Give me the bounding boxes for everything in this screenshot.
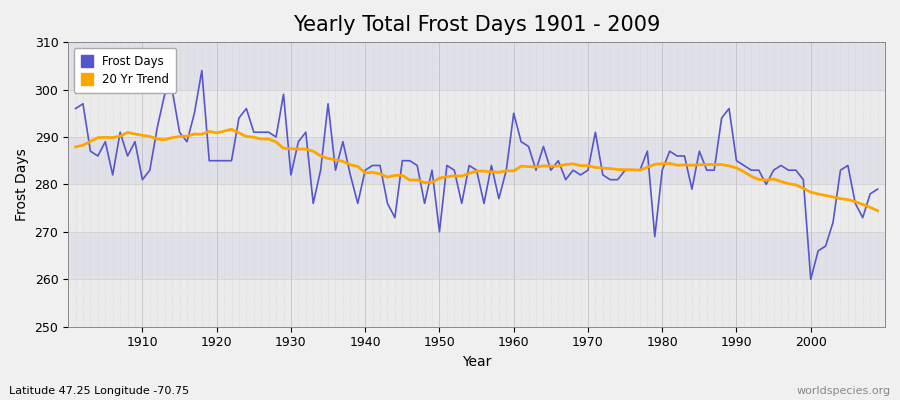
20 Yr Trend — [345, 162, 356, 167]
20 Yr Trend — [605, 166, 616, 171]
Bar — [68, 137, 885, 184]
Line: 20 Yr Trend: 20 Yr Trend — [76, 129, 878, 211]
Frost Days — [130, 139, 140, 144]
Title: Yearly Total Frost Days 1901 - 2009: Yearly Total Frost Days 1901 - 2009 — [292, 15, 661, 35]
Legend: Frost Days, 20 Yr Trend: Frost Days, 20 Yr Trend — [74, 48, 176, 93]
Bar — [68, 232, 885, 279]
20 Yr Trend — [226, 127, 237, 132]
20 Yr Trend — [516, 164, 526, 168]
Bar — [68, 42, 885, 90]
20 Yr Trend — [508, 168, 519, 173]
Frost Days — [345, 172, 356, 177]
Bar — [68, 279, 885, 327]
X-axis label: Year: Year — [462, 355, 491, 369]
Frost Days — [605, 177, 616, 182]
Frost Days — [196, 68, 207, 73]
Y-axis label: Frost Days: Frost Days — [15, 148, 29, 221]
Frost Days — [508, 111, 519, 116]
Frost Days — [70, 106, 81, 111]
Frost Days — [806, 277, 816, 282]
20 Yr Trend — [872, 208, 883, 213]
Bar — [68, 184, 885, 232]
20 Yr Trend — [130, 132, 140, 136]
20 Yr Trend — [70, 144, 81, 149]
20 Yr Trend — [301, 147, 311, 152]
Bar — [68, 90, 885, 137]
Line: Frost Days: Frost Days — [76, 70, 878, 279]
Text: Latitude 47.25 Longitude -70.75: Latitude 47.25 Longitude -70.75 — [9, 386, 189, 396]
Text: worldspecies.org: worldspecies.org — [796, 386, 891, 396]
Frost Days — [301, 130, 311, 135]
Frost Days — [516, 139, 526, 144]
Frost Days — [872, 187, 883, 192]
